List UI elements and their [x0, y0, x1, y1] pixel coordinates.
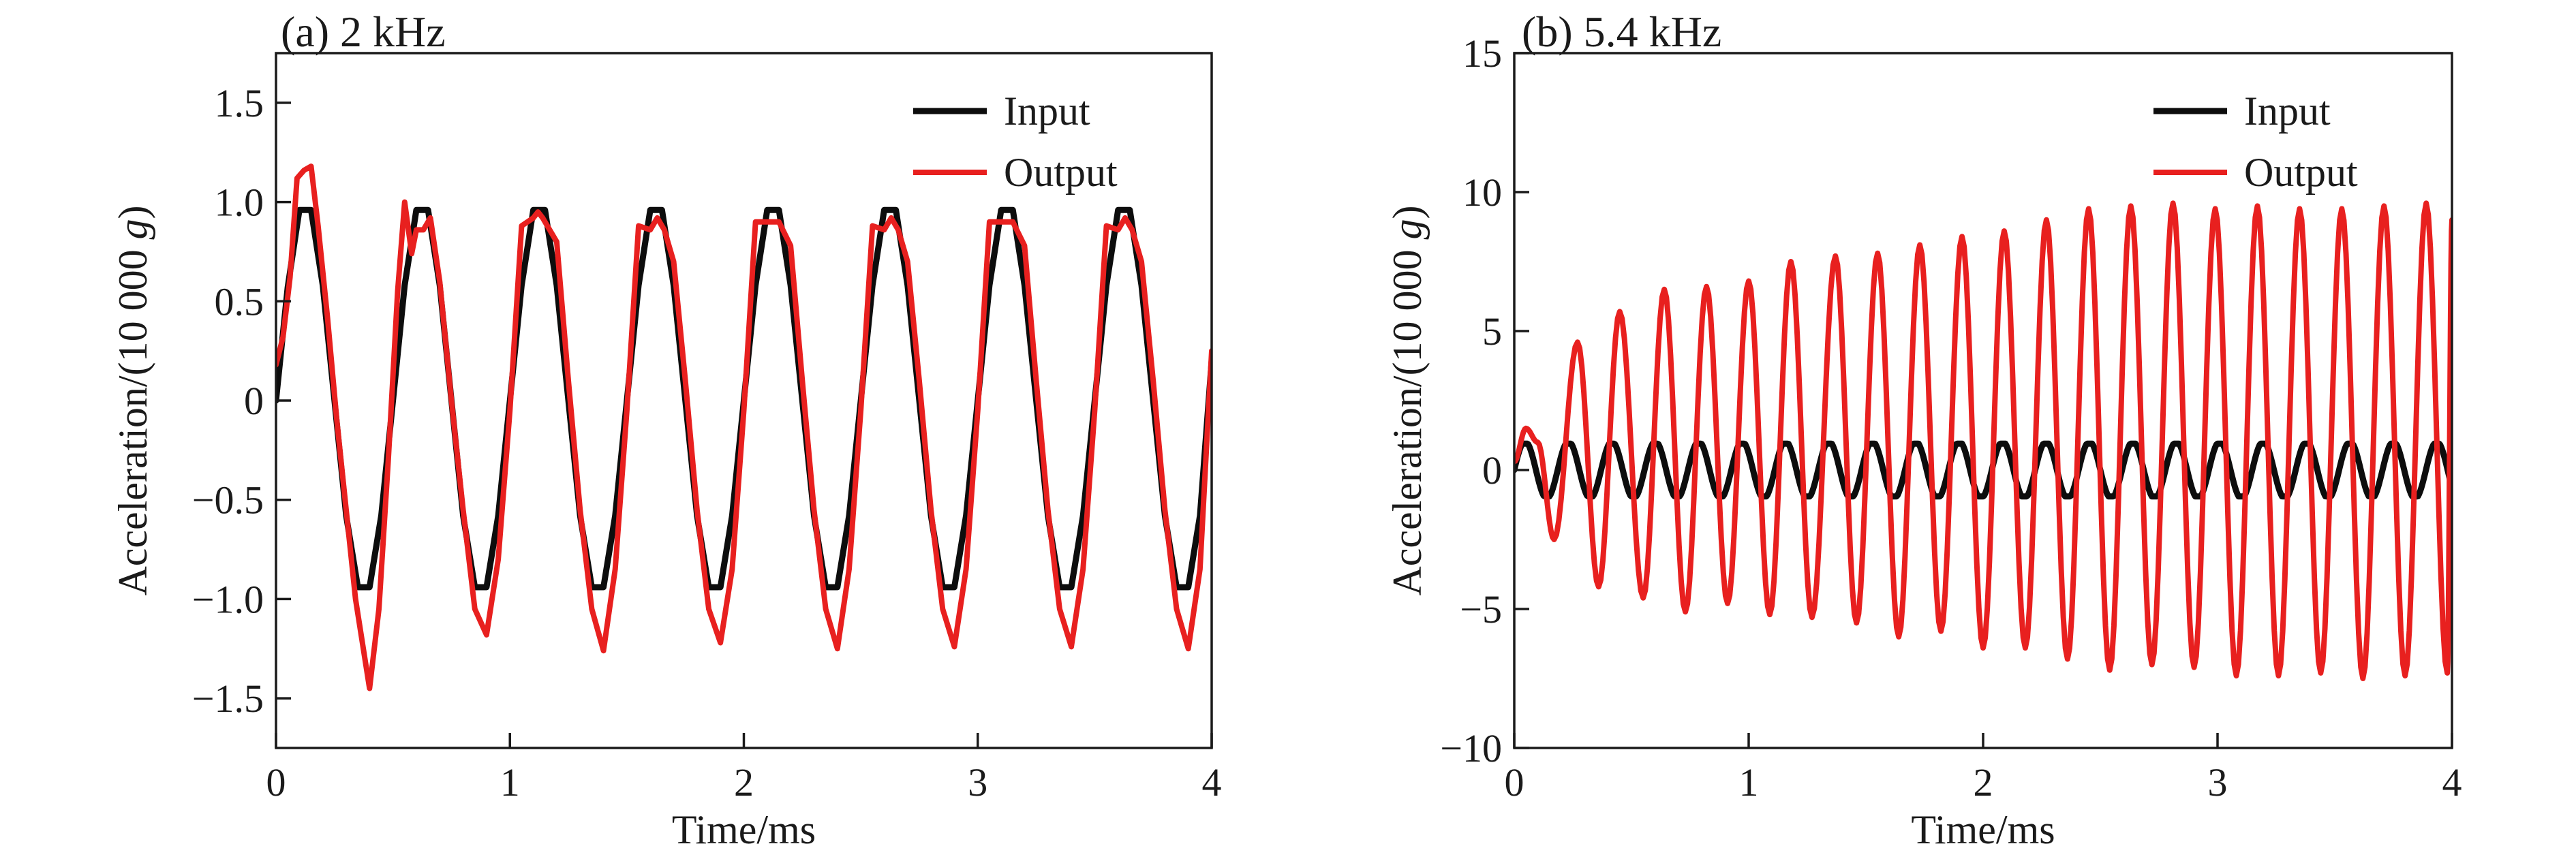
x-tick-label: 2 [734, 760, 754, 805]
panel-title: (a) 2 kHz [281, 7, 446, 56]
x-tick-label: 2 [1974, 760, 1993, 805]
y-tick-label: 1.5 [215, 81, 264, 125]
x-tick-label: 0 [266, 760, 286, 805]
y-tick-label: 1.0 [215, 181, 264, 225]
chart-panel-a: 0 1 2 3 4 −1.5 −1.0 −0.5 0 0.5 1.0 1.5 Time/ms Accele… [110, 7, 1222, 852]
chart-panel-b: 0 1 2 3 4 −10 −5 0 5 10 15 Time/ms Acceleration/(10 … [1385, 7, 2462, 852]
y-tick-label: −1.5 [192, 676, 264, 721]
legend: Input Output [2153, 89, 2358, 195]
series-line-output [276, 163, 1212, 691]
y-tick-label: 10 [1462, 170, 1502, 215]
y-tick-label: −5 [1460, 587, 1502, 631]
x-tick-label: 1 [500, 760, 520, 805]
y-tick-label: 15 [1462, 31, 1502, 76]
y-axis-title: Acceleration/(10 000 g) [1385, 205, 1430, 595]
legend-label-input: Input [2244, 89, 2331, 134]
y-tick-label: −10 [1440, 726, 1502, 770]
panel-title: (b) 5.4 kHz [1522, 7, 1721, 56]
x-tick-label: 3 [968, 760, 987, 805]
series-line-output [1514, 200, 2452, 681]
x-axis-title: Time/ms [672, 807, 816, 852]
y-axis-title: Acceleration/(10 000 g) [110, 205, 155, 595]
x-tick-label: 4 [1202, 760, 1222, 805]
legend-label-output: Output [2244, 150, 2358, 195]
y-tick-label: 0 [1482, 448, 1502, 493]
y-tick-label: 5 [1482, 309, 1502, 354]
plot-area [1514, 200, 2452, 681]
y-tick-label: −0.5 [192, 478, 264, 522]
legend: Input Output [913, 89, 1118, 195]
plot-area [276, 163, 1212, 691]
legend-label-output: Output [1004, 150, 1118, 195]
x-tick-label: 3 [2208, 760, 2228, 805]
series-line-input [1514, 440, 2452, 500]
x-tick-label: 4 [2442, 760, 2462, 805]
y-tick-label: −1.0 [192, 577, 264, 621]
y-tick-label: 0 [244, 379, 264, 423]
legend-label-input: Input [1004, 89, 1090, 134]
x-tick-label: 0 [1505, 760, 1524, 805]
x-tick-label: 1 [1739, 760, 1759, 805]
y-tick-label: 0.5 [215, 279, 264, 324]
x-axis-title: Time/ms [1911, 807, 2055, 852]
